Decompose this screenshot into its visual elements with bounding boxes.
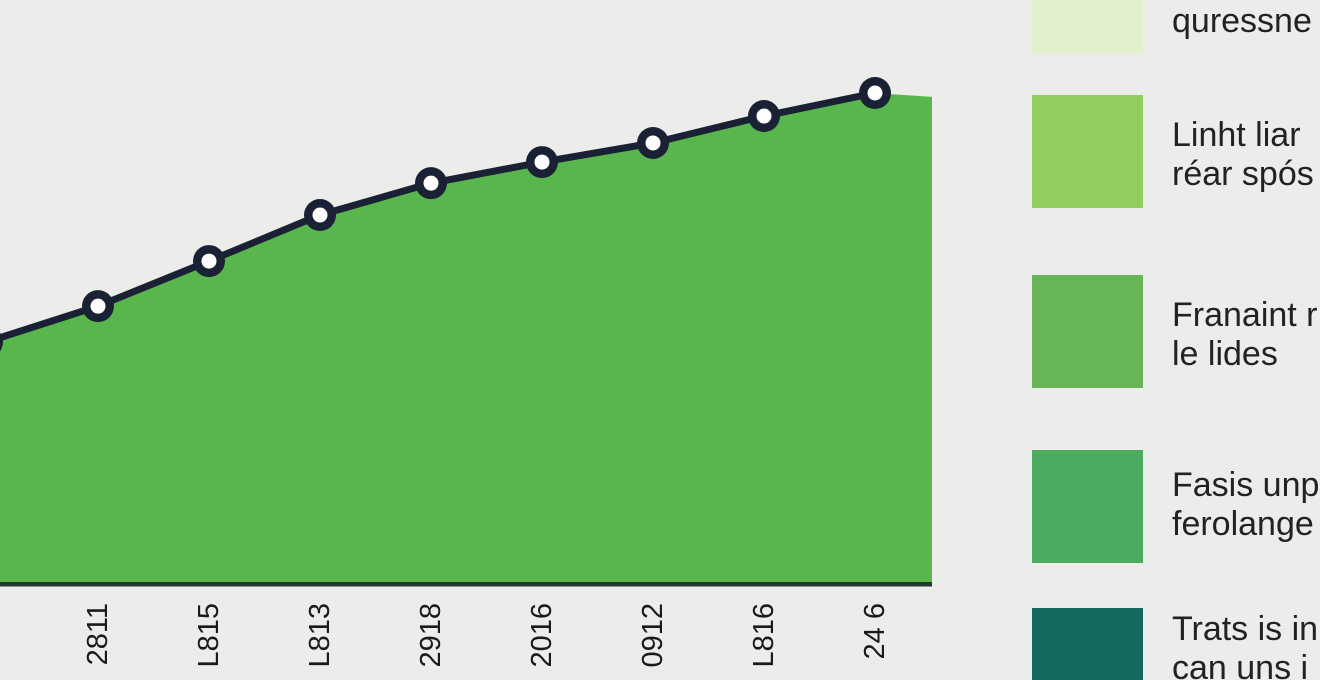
legend-swatch — [1032, 95, 1143, 208]
x-axis-baseline — [0, 582, 932, 587]
data-point-marker-center — [756, 108, 772, 124]
chart-area-fill — [0, 93, 932, 583]
data-point-marker-center — [423, 175, 439, 191]
data-point-marker-center — [201, 253, 217, 269]
legend-label-line1: Fasis unp — [1172, 466, 1320, 504]
x-tick-label: 0912 — [636, 603, 669, 668]
x-tick-label: 24 6 — [858, 603, 891, 660]
legend-swatch — [1032, 608, 1143, 680]
legend-label-line1: quressne — [1172, 2, 1312, 40]
legend-label-line2: réar spós — [1172, 155, 1314, 193]
data-point-marker-center — [645, 135, 661, 151]
legend-label-line2: le lides — [1172, 335, 1278, 373]
legend-label: Trats is in can uns i — [1172, 610, 1318, 680]
legend-swatch — [1032, 0, 1143, 53]
data-point-marker — [0, 332, 3, 352]
legend-swatch — [1032, 275, 1143, 388]
x-tick-label: L813 — [303, 603, 336, 668]
x-tick-label: L816 — [747, 603, 780, 668]
legend-label-line1: Linht liar — [1172, 116, 1301, 154]
legend-label: Linht liar réar spós — [1172, 116, 1314, 194]
legend-label-line1: Franaint r — [1172, 296, 1318, 334]
x-tick-label: L815 — [192, 603, 225, 668]
x-tick-label: 2918 — [414, 603, 447, 668]
area-chart — [0, 77, 932, 587]
legend-label: Fasis unp ferolange — [1172, 466, 1319, 544]
legend-label-line2: ferolange — [1172, 505, 1314, 543]
data-point-marker-center — [312, 207, 328, 223]
legend-label-line1: Trats is in — [1172, 610, 1319, 648]
legend-swatch — [1032, 450, 1143, 563]
data-point-marker-center — [90, 298, 106, 314]
legend-label-line2: can uns i — [1172, 649, 1309, 680]
legend-label: Franaint r le lides — [1172, 296, 1318, 374]
data-point-marker-center — [534, 154, 550, 170]
legend-label: quressne — [1172, 2, 1312, 41]
x-tick-label: 2011 — [0, 603, 3, 666]
x-tick-label: 2811 — [81, 603, 114, 666]
data-point-markers — [0, 77, 891, 352]
data-point-marker-center — [867, 85, 883, 101]
x-tick-label: 2016 — [525, 603, 558, 668]
